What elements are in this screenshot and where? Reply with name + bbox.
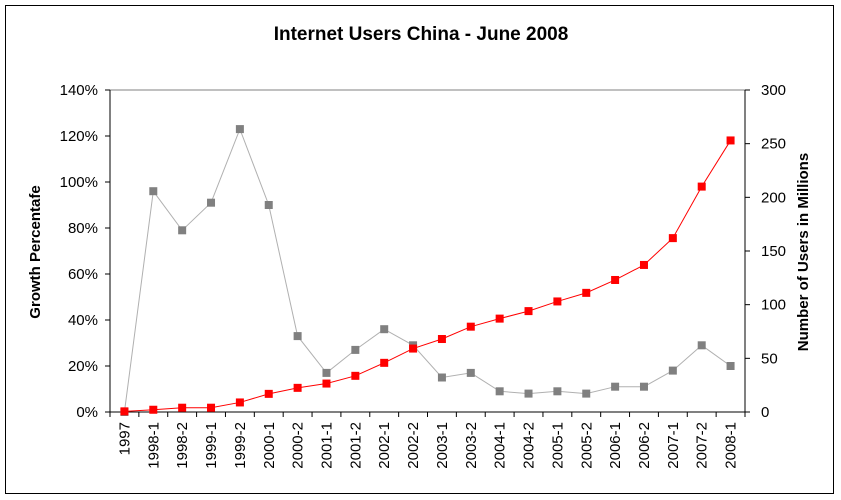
x-axis-tick-label: 2008-1 — [723, 422, 740, 469]
data-point-users — [639, 260, 648, 269]
x-axis-tick-label: 2003-2 — [463, 422, 480, 469]
data-point-users — [466, 322, 475, 331]
data-point-users — [437, 335, 446, 344]
left-axis-tick-label: 0% — [76, 404, 98, 421]
data-point-growth — [322, 368, 331, 377]
data-point-growth — [149, 187, 158, 196]
left-axis-label: Growth Percentafe — [27, 185, 44, 318]
x-axis-tick-label: 2002-1 — [376, 422, 393, 469]
right-axis-tick-label: 150 — [761, 243, 786, 260]
x-axis-tick-label: 1999-2 — [232, 422, 249, 469]
right-axis-label: Number of Users in Millions — [795, 153, 812, 351]
data-point-users — [351, 371, 360, 380]
x-axis-tick-label: 2001-1 — [318, 422, 335, 469]
x-axis-tick-label: 2007-2 — [694, 422, 711, 469]
left-axis-tick-label: 20% — [68, 358, 98, 375]
series-line-users — [124, 140, 731, 412]
data-point-users — [149, 405, 158, 414]
data-point-users — [524, 307, 533, 316]
data-point-growth — [697, 341, 706, 350]
data-point-growth — [582, 389, 591, 398]
data-point-users — [726, 136, 735, 145]
data-point-users — [611, 275, 620, 284]
data-point-growth — [264, 201, 273, 209]
data-point-growth — [207, 198, 216, 207]
right-axis-tick-label: 300 — [761, 82, 786, 99]
x-axis-tick-label: 2005-1 — [549, 422, 566, 469]
data-point-users — [178, 403, 187, 412]
x-axis-tick-label: 2004-1 — [492, 422, 509, 469]
data-point-users — [697, 182, 706, 191]
data-point-growth — [178, 226, 187, 235]
data-point-growth — [466, 368, 475, 377]
x-axis-tick-label: 2006-1 — [607, 422, 624, 469]
data-point-users — [668, 234, 677, 243]
left-axis-tick-label: 120% — [60, 128, 98, 145]
series-line-growth — [123, 127, 731, 413]
data-point-users — [495, 314, 504, 323]
data-point-growth — [553, 387, 562, 396]
right-axis-tick-label: 200 — [761, 189, 786, 206]
x-axis-tick-label: 2005-2 — [578, 422, 595, 469]
x-axis-tick-label: 2006-2 — [636, 422, 653, 469]
data-point-growth — [639, 382, 648, 391]
x-axis-tick-label: 1998-1 — [145, 422, 162, 469]
left-axis-tick-label: 140% — [60, 82, 98, 99]
right-axis-tick-label: 0 — [761, 404, 769, 421]
x-axis-tick-label: 2007-1 — [665, 422, 682, 469]
plot-area: 0% 20% 40% 60% 80% 100% 120% 140% 0 50 100 150 200 25… — [60, 82, 786, 469]
x-axis-tick-label: 2001-2 — [347, 422, 364, 469]
x-axis-tick-label: 1997 — [116, 422, 133, 455]
x-axis-tick-label: 1998-2 — [174, 422, 191, 469]
x-axis-tick-label: 1999-1 — [203, 422, 220, 469]
data-point-growth — [351, 345, 360, 354]
data-point-users — [293, 383, 302, 392]
data-point-growth — [293, 332, 302, 341]
data-point-growth — [524, 389, 533, 398]
chart-title: Internet Users China - June 2008 — [274, 24, 569, 45]
data-point-growth — [495, 387, 504, 396]
right-axis-tick-label: 100 — [761, 297, 786, 314]
data-point-growth — [611, 382, 620, 391]
left-axis-tick-label: 40% — [68, 312, 98, 329]
data-point-users — [207, 403, 216, 412]
data-point-users — [582, 288, 591, 297]
x-axis-tick-label: 2003-1 — [434, 422, 451, 469]
data-point-growth — [380, 325, 389, 334]
data-point-growth — [726, 362, 735, 370]
data-point-users — [409, 344, 418, 353]
left-axis-tick-label: 60% — [68, 266, 98, 283]
data-point-users — [235, 398, 244, 407]
data-point-users — [120, 407, 129, 416]
data-point-users — [380, 358, 389, 367]
x-axis-tick-label: 2002-2 — [405, 422, 422, 469]
x-axis-tick-label: 2000-1 — [261, 422, 278, 469]
data-point-growth — [437, 373, 446, 382]
data-point-users — [553, 297, 562, 306]
x-axis-tick-label: 2004-2 — [521, 422, 538, 469]
data-point-users — [322, 379, 331, 388]
right-axis-tick-label: 250 — [761, 136, 786, 153]
data-point-growth — [668, 366, 677, 375]
data-point-growth — [235, 125, 244, 134]
data-point-users — [264, 389, 273, 398]
x-axis-tick-label: 2000-2 — [290, 422, 307, 469]
left-axis-tick-label: 80% — [68, 220, 98, 237]
left-axis-tick-label: 100% — [60, 174, 98, 191]
right-axis-tick-label: 50 — [761, 350, 778, 367]
